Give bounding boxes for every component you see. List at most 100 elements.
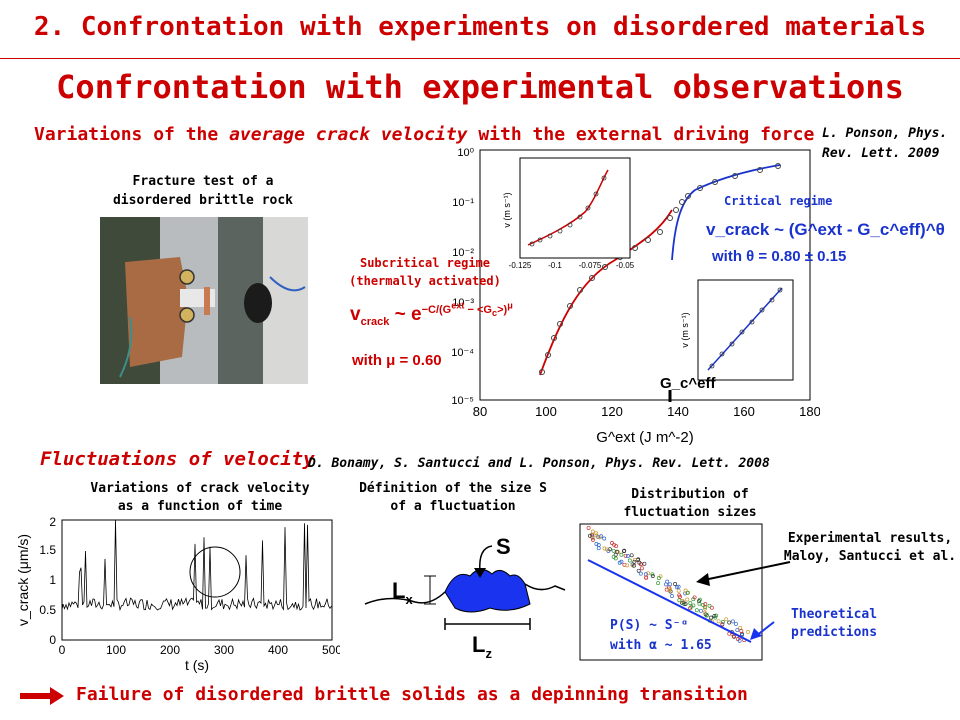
subtitle-suffix: with the external driving force bbox=[467, 124, 815, 145]
distribution-point bbox=[594, 531, 599, 536]
distribution-point bbox=[597, 535, 602, 540]
lx-label: Lx bbox=[392, 578, 413, 607]
tp-xtick-4: 400 bbox=[268, 643, 288, 657]
tp-ytick-3: 1.5 bbox=[39, 543, 56, 557]
distribution-point bbox=[673, 582, 678, 586]
subcritical-exponent: with μ = 0.60 bbox=[352, 352, 442, 369]
distribution-point bbox=[683, 588, 688, 593]
ytick-5: 10⁻⁵ bbox=[451, 395, 474, 407]
distribution-point bbox=[619, 552, 624, 557]
distribution-point bbox=[668, 582, 673, 587]
distribution-point bbox=[698, 608, 703, 613]
distribution-point bbox=[677, 598, 682, 603]
distribution-point bbox=[707, 603, 712, 608]
ytick-2: 10⁻² bbox=[452, 247, 474, 259]
size-def-caption: Définition of the size S of a fluctuatio… bbox=[348, 480, 558, 516]
distribution-point bbox=[590, 536, 595, 541]
distribution-point bbox=[733, 621, 738, 626]
tp-ytick-1: 0.5 bbox=[39, 603, 56, 617]
size-distribution-plot bbox=[579, 523, 763, 661]
inset1-ylabel: v (m s⁻¹) bbox=[502, 192, 512, 227]
theory-label-line1: Theoretical bbox=[790, 607, 878, 622]
photo-caption-line1: Fracture test of a bbox=[132, 174, 274, 189]
ytick-4: 10⁻⁴ bbox=[451, 347, 474, 359]
fluctuation-circle bbox=[189, 546, 241, 598]
reference-ponson: L. Ponson, Phys. Rev. Lett. 2009 bbox=[822, 124, 947, 164]
distribution-point bbox=[591, 537, 595, 542]
time-plot-caption-line2: as a function of time bbox=[117, 499, 283, 514]
section-header: 2. Confrontation with experiments on dis… bbox=[33, 12, 927, 42]
distribution-point bbox=[702, 610, 707, 615]
distribution-point bbox=[656, 576, 661, 581]
tp-ytick-0: 0 bbox=[49, 633, 56, 647]
s-label: S bbox=[496, 534, 511, 559]
distribution-point bbox=[709, 605, 714, 610]
distribution-point bbox=[619, 559, 624, 564]
distribution-point bbox=[633, 557, 637, 562]
power-law-line1: P(S) ~ S⁻ᵅ bbox=[610, 618, 689, 633]
distribution-point bbox=[685, 590, 690, 595]
distribution-caption-line2: fluctuation sizes bbox=[623, 505, 757, 520]
distribution-point bbox=[703, 606, 708, 611]
slide-title: Confrontation with experimental observat… bbox=[56, 68, 904, 106]
distribution-point bbox=[615, 549, 619, 554]
velocity-time-plot: 0 0.5 1 1.5 2 0 100 200 300 400 500 t (s… bbox=[15, 515, 340, 673]
distribution-point bbox=[685, 597, 690, 602]
distribution-point bbox=[688, 601, 693, 606]
reference-line2: Rev. Lett. 2009 bbox=[822, 146, 940, 161]
experimental-label-line2: Maloy, Santucci et al. bbox=[783, 549, 957, 564]
inset1-xtick-0: -0.125 bbox=[509, 261, 532, 270]
distribution-point bbox=[720, 620, 725, 624]
distribution-point bbox=[694, 608, 699, 613]
crack-velocity-plot: 10⁰ 10⁻¹ 10⁻² 10⁻³ 10⁻⁴ 10⁻⁵ 80 100 120 … bbox=[451, 147, 820, 446]
ytick-0: 10⁰ bbox=[457, 147, 474, 159]
distribution-point bbox=[602, 546, 607, 551]
size-def-caption-line2: of a fluctuation bbox=[390, 499, 516, 514]
distribution-caption: Distribution of fluctuation sizes bbox=[590, 486, 790, 522]
distribution-point bbox=[625, 563, 630, 568]
distribution-point bbox=[709, 615, 713, 620]
distribution-point bbox=[716, 619, 721, 624]
distribution-point bbox=[610, 541, 614, 545]
size-def-caption-line1: Définition of the size S bbox=[359, 481, 547, 496]
distribution-point bbox=[602, 536, 607, 541]
distribution-point bbox=[639, 566, 644, 571]
xtick-3: 140 bbox=[667, 404, 689, 419]
subtitle-emphasis: average crack velocity bbox=[229, 124, 468, 145]
subcritical-law: vcrack ~ e−C/(Gext − <Gc>)μ bbox=[350, 300, 513, 328]
distribution-point bbox=[590, 529, 595, 534]
tp-xlabel: t (s) bbox=[185, 657, 209, 673]
velocity-trace bbox=[61, 519, 332, 612]
main-plot-xlabel: G^ext (J m^-2) bbox=[596, 429, 693, 446]
distribution-point bbox=[701, 602, 706, 607]
conclusion-text: Failure of disordered brittle solids as … bbox=[76, 684, 748, 705]
distribution-point bbox=[678, 594, 682, 599]
tp-xtick-2: 200 bbox=[160, 643, 180, 657]
distribution-point bbox=[650, 574, 655, 578]
xtick-1: 100 bbox=[535, 404, 557, 419]
distribution-point bbox=[697, 599, 701, 604]
distribution-point bbox=[623, 553, 628, 558]
distribution-point bbox=[622, 549, 626, 554]
distribution-point bbox=[691, 603, 696, 608]
distribution-point bbox=[664, 582, 668, 587]
distribution-points bbox=[586, 525, 750, 643]
tp-xtick-5: 500 bbox=[322, 643, 340, 657]
distribution-point bbox=[727, 620, 732, 625]
tp-ytick-2: 1 bbox=[49, 573, 56, 587]
gc-label: G_c^eff bbox=[660, 375, 716, 392]
distribution-point bbox=[629, 553, 634, 558]
distribution-point bbox=[746, 629, 750, 634]
distribution-point bbox=[594, 542, 599, 546]
distribution-point bbox=[712, 613, 717, 618]
fracture-test-photo bbox=[100, 217, 308, 384]
distribution-point bbox=[714, 613, 719, 618]
main-plot-xticks: 80 100 120 140 160 180 bbox=[473, 404, 820, 419]
main-plot-points bbox=[539, 163, 781, 375]
ytick-1: 10⁻¹ bbox=[452, 197, 474, 209]
critical-exponent: with θ = 0.80 ± 0.15 bbox=[712, 248, 847, 265]
tp-xtick-3: 300 bbox=[214, 643, 234, 657]
time-plot-caption-line1: Variations of crack velocity bbox=[90, 481, 310, 496]
inset-subcritical bbox=[519, 157, 631, 259]
distribution-point bbox=[683, 601, 688, 606]
